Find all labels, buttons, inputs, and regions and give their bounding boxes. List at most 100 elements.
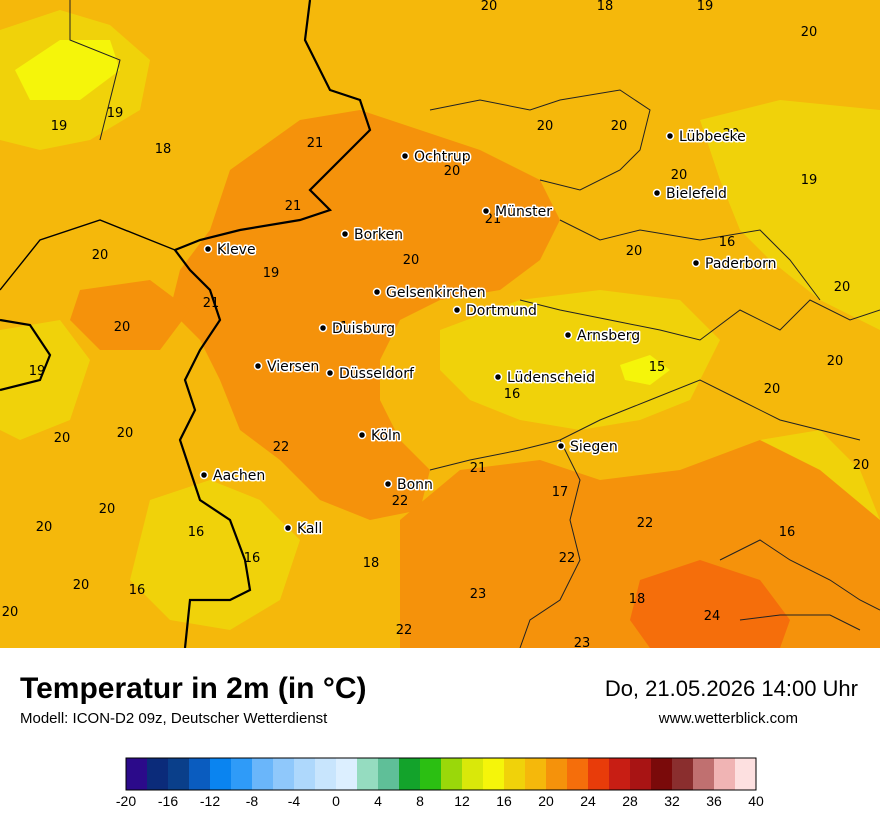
city-marker xyxy=(400,151,410,161)
scale-swatch xyxy=(609,758,631,790)
temperature-value: 20 xyxy=(36,520,53,535)
scale-tick-label: 0 xyxy=(332,793,340,808)
map-title: Temperatur in 2m (in °C) xyxy=(20,672,367,705)
scale-swatch xyxy=(588,758,610,790)
temperature-value: 21 xyxy=(285,199,302,214)
temperature-value: 22 xyxy=(559,551,576,566)
temperature-value: 22 xyxy=(637,516,654,531)
temperature-value: 20 xyxy=(801,25,818,40)
scale-border xyxy=(125,757,757,791)
map-canvas xyxy=(0,0,880,648)
temperature-map: 20 18 19 20 19 19 20 20 20 21 18 20 20 19 21 21 16 20 20 20… xyxy=(0,0,880,648)
temperature-value: 20 xyxy=(853,458,870,473)
city-label: Bielefeld xyxy=(666,186,727,202)
scale-swatch xyxy=(336,758,358,790)
scale-tick-label: -8 xyxy=(246,793,259,808)
cool-zone-sauerland xyxy=(440,290,720,430)
temperature-value: 16 xyxy=(719,235,736,250)
city-marker xyxy=(203,244,213,254)
scale-swatch xyxy=(294,758,316,790)
scale-swatch xyxy=(651,758,673,790)
city-label: Lübbecke xyxy=(679,129,746,145)
scale-tick-label: 12 xyxy=(454,793,470,808)
temperature-value: 16 xyxy=(504,387,521,402)
scale-swatch xyxy=(462,758,484,790)
scale-tick-label: 20 xyxy=(538,793,554,808)
scale-swatch xyxy=(504,758,526,790)
region-borders xyxy=(69,0,880,648)
scale-swatch xyxy=(672,758,694,790)
cool-zone-eifel xyxy=(130,480,300,630)
scale-tick-label: 24 xyxy=(580,793,596,808)
city-label: Siegen xyxy=(570,439,618,455)
temperature-value: 20 xyxy=(2,605,19,620)
scale-swatch xyxy=(231,758,253,790)
scale-swatch xyxy=(357,758,379,790)
temperature-value: 21 xyxy=(332,320,349,335)
city-marker xyxy=(652,188,662,198)
temperature-value: 19 xyxy=(51,119,68,134)
temperature-value: 21 xyxy=(203,296,220,311)
city-marker xyxy=(452,305,462,315)
temperature-value: 20 xyxy=(99,502,116,517)
temperature-value: 20 xyxy=(117,426,134,441)
scale-swatch xyxy=(630,758,652,790)
temperature-value: 17 xyxy=(552,485,569,500)
scale-tick-label: 16 xyxy=(496,793,512,808)
temperature-value: 20 xyxy=(73,578,90,593)
border-belgium xyxy=(0,318,52,392)
city-label: Gelsenkirchen xyxy=(386,285,486,301)
temperature-value: 19 xyxy=(801,173,818,188)
model-info: Modell: ICON-D2 09z, Deutscher Wetterdie… xyxy=(20,710,328,727)
temperature-value: 21 xyxy=(307,136,324,151)
color-scale: -20 -16 -12 -8 -4 0 4 8 12 16 20 24 28 32 36 40 xyxy=(116,757,764,808)
city-marker xyxy=(325,368,335,378)
city-label: Aachen xyxy=(213,468,265,484)
warm-zone-rhine-ruhr xyxy=(170,110,560,520)
scale-tick-label: 8 xyxy=(416,793,424,808)
scale-swatch xyxy=(210,758,232,790)
scale-swatch xyxy=(252,758,274,790)
city-label: Borken xyxy=(354,227,403,243)
temperature-value: 20 xyxy=(481,0,498,14)
city-label: Arnsberg xyxy=(577,328,640,344)
city-label: Lüdenscheid xyxy=(507,370,595,386)
temperature-value: 20 xyxy=(444,164,461,179)
city-marker xyxy=(383,479,393,489)
temperature-value: 20 xyxy=(834,280,851,295)
cold-pocket-sauerland xyxy=(620,355,670,385)
scale-tick-label: 36 xyxy=(706,793,722,808)
cool-zone-northeast xyxy=(700,100,880,330)
city-marker xyxy=(318,323,328,333)
city-label: Kleve xyxy=(217,242,256,258)
scale-tick-label: -4 xyxy=(288,793,301,808)
scale-swatch xyxy=(273,758,295,790)
temperature-value: 20 xyxy=(611,119,628,134)
city-marker xyxy=(481,206,491,216)
temperature-value: 20 xyxy=(537,119,554,134)
website-link[interactable]: www.wetterblick.com xyxy=(658,710,798,727)
scale-swatch xyxy=(378,758,400,790)
warm-zone-westpatch xyxy=(70,280,190,350)
city-marker xyxy=(340,229,350,239)
temperature-value: 20 xyxy=(54,431,71,446)
hot-zone-southeast xyxy=(630,560,790,648)
city-marker xyxy=(556,441,566,451)
scale-tick-label: -16 xyxy=(158,793,178,808)
scale-swatch xyxy=(420,758,442,790)
scale-swatch xyxy=(441,758,463,790)
scale-swatch xyxy=(399,758,421,790)
city-label: Kall xyxy=(297,521,322,537)
scale-swatch xyxy=(714,758,736,790)
temperature-value: 20 xyxy=(403,253,420,268)
city-marker xyxy=(372,287,382,297)
city-marker xyxy=(493,372,503,382)
city-label: Münster xyxy=(495,204,552,220)
scale-swatch xyxy=(147,758,169,790)
city-marker xyxy=(199,470,209,480)
city-label: Bonn xyxy=(397,477,433,493)
scale-tick-label: 32 xyxy=(664,793,680,808)
scale-swatch xyxy=(483,758,505,790)
temperature-value: 23 xyxy=(470,587,487,602)
temperature-value: 20 xyxy=(92,248,109,263)
